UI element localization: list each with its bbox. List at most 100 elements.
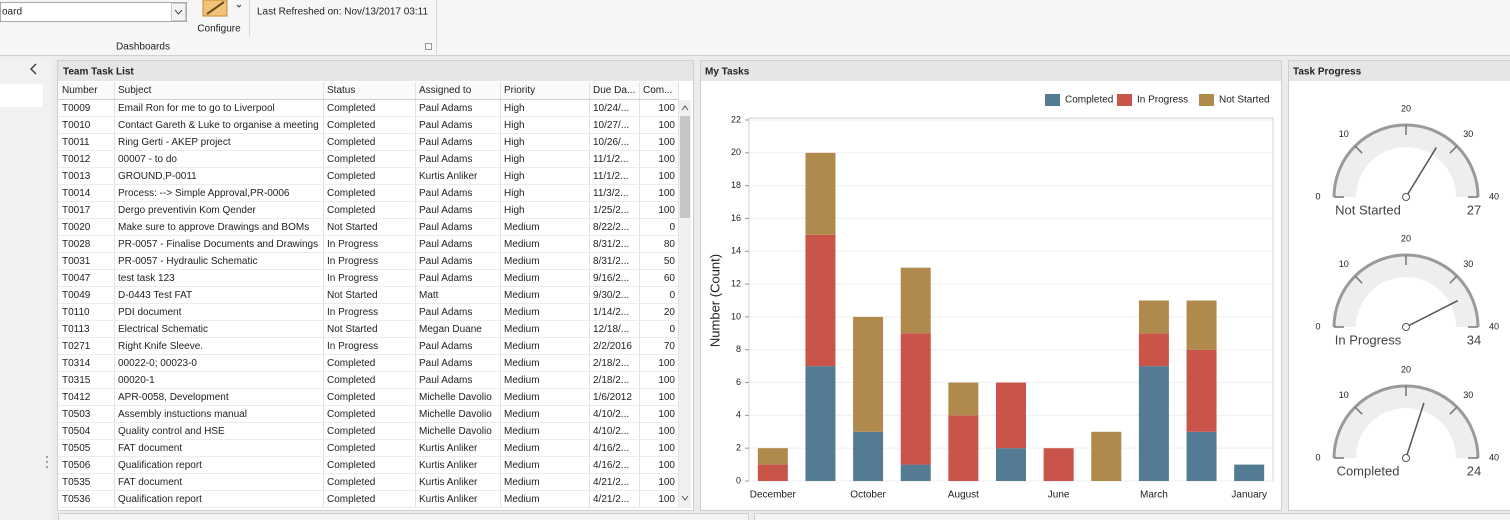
grip-dot [46, 461, 48, 463]
table-cell: Completed [327, 392, 375, 403]
bar-segment [1186, 431, 1217, 481]
table-cell: Michelle Davolio [419, 426, 492, 437]
table-cell: 100 [658, 154, 675, 165]
table-cell: 8/22/2... [593, 222, 629, 233]
dialog-launcher[interactable] [425, 43, 432, 50]
table-cell: 11/3/2... [593, 188, 628, 199]
table-cell: High [504, 154, 525, 165]
table-cell: 10/26/... [593, 137, 629, 148]
y-tick-label: 12 [731, 278, 741, 288]
gauge-tick-label: 0 [1315, 191, 1320, 201]
table-cell: Not Started [327, 290, 378, 301]
table-cell: T0110 [62, 307, 90, 318]
table-cell: Medium [504, 392, 540, 403]
gauge-tick-label: 0 [1315, 452, 1320, 462]
gauge-tick-label: 30 [1463, 390, 1473, 400]
table-cell: 8/31/2... [593, 239, 629, 250]
gauge-hub [1402, 193, 1410, 201]
table-cell: T0010 [62, 120, 91, 131]
table-cell: Paul Adams [419, 205, 472, 216]
table-cell: Paul Adams [419, 273, 472, 284]
table-cell: T0271 [62, 341, 91, 352]
combo-button[interactable] [171, 3, 186, 21]
y-tick-label: 0 [736, 475, 741, 485]
table-cell: Not Started [327, 222, 378, 233]
bar-segment [996, 382, 1026, 449]
table-cell: Megan Duane [419, 324, 482, 335]
dashboard-combo[interactable] [0, 2, 187, 22]
table-cell: FAT document [118, 443, 182, 454]
table-cell: 100 [658, 392, 675, 403]
table-cell: Completed [327, 426, 375, 437]
y-tick-label: 18 [731, 180, 741, 190]
table-cell: Medium [504, 290, 540, 301]
table-cell: Medium [504, 426, 540, 437]
gauge-tick-label: 30 [1463, 259, 1473, 269]
x-tick-label: October [850, 490, 886, 501]
gauge-tick [1449, 145, 1458, 154]
table-cell: Medium [504, 324, 540, 335]
table-cell: T0536 [62, 494, 91, 505]
table-cell: test task 123 [118, 273, 175, 284]
table-cell: Kurtis Anliker [419, 443, 478, 454]
table-cell: Not Started [327, 324, 378, 335]
table-cell: Paul Adams [419, 137, 472, 148]
table-cell: Paul Adams [419, 188, 472, 199]
legend-label: In Progress [1137, 95, 1188, 106]
table-cell: 8/31/2... [593, 256, 629, 267]
bar-segment [900, 464, 931, 481]
bar-segment [1186, 300, 1217, 350]
scroll-up[interactable] [681, 105, 689, 111]
table-cell: 100 [658, 188, 675, 199]
table-cell: Kurtis Anliker [419, 494, 478, 505]
collapse-button[interactable] [29, 63, 37, 75]
table-cell: Paul Adams [419, 307, 472, 318]
table-cell: 10/27/... [593, 120, 629, 131]
last-refreshed: Last Refreshed on: Nov/13/2017 03:11 [257, 7, 428, 18]
table-cell: Completed [327, 120, 375, 131]
gauge-tick [1354, 145, 1363, 154]
grip-dot [46, 466, 48, 468]
panel-header [701, 61, 1281, 81]
table-cell: 11/1/2... [593, 154, 628, 165]
combo-arrow [174, 9, 183, 15]
table-cell: T0505 [62, 443, 91, 454]
gauge-tick [1354, 275, 1363, 284]
legend-swatch [1117, 94, 1132, 106]
scroll-down[interactable] [681, 495, 689, 501]
table-cell: Paul Adams [419, 239, 472, 250]
table-cell: T0506 [62, 460, 91, 471]
x-tick-label: June [1048, 490, 1070, 501]
panel-title: Task Progress [1293, 67, 1362, 78]
table-cell: T0504 [62, 426, 91, 437]
table-cell: 2/18/2... [593, 358, 629, 369]
table-cell: 00007 - to do [118, 154, 177, 165]
column-header: Subject [118, 85, 152, 96]
table-cell: 100 [658, 137, 675, 148]
column-header: Com... [643, 85, 672, 96]
bar-segment [1043, 448, 1074, 481]
table-cell: High [504, 205, 525, 216]
table-cell: Completed [327, 103, 375, 114]
table-cell: Completed [327, 443, 375, 454]
panel-title: Team Task List [63, 67, 134, 78]
table-cell: 100 [658, 120, 675, 131]
gauge-value: 24 [1467, 463, 1481, 478]
panel-title: My Tasks [705, 67, 750, 78]
table-cell: GROUND,P-0011 [118, 171, 197, 182]
table-cell: Paul Adams [419, 358, 472, 369]
table-cell: 1/14/2... [593, 307, 629, 318]
table-cell: 4/10/2... [593, 426, 629, 437]
table-cell: 4/10/2... [593, 409, 629, 420]
gauge-tick-label: 10 [1339, 259, 1349, 269]
table-cell: Medium [504, 443, 540, 454]
gauge-value: 27 [1467, 202, 1481, 217]
gauge-tick-label: 10 [1339, 129, 1349, 139]
scrollbar-thumb[interactable] [680, 116, 690, 218]
table-cell: In Progress [327, 239, 378, 250]
configure-button[interactable]: Configure [197, 0, 242, 35]
table-cell: Qualification report [118, 460, 202, 471]
table-cell: 2/2/2016 [593, 341, 632, 352]
table-cell: In Progress [327, 341, 378, 352]
sidebar-item[interactable] [0, 84, 43, 107]
